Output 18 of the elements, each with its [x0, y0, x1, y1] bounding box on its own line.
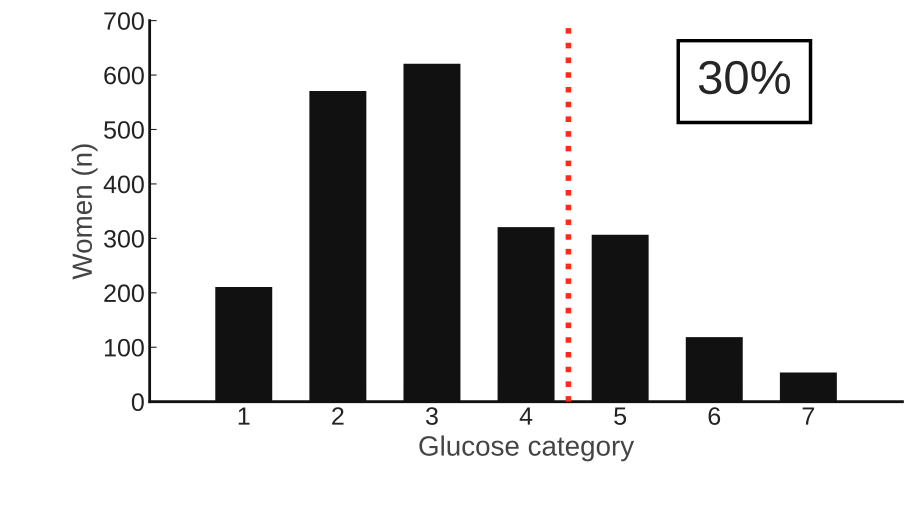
y-tick-label: 300 — [104, 230, 144, 248]
y-tick-label: 200 — [104, 284, 144, 302]
y-tick-label: 100 — [104, 338, 144, 357]
y-tick-label: 400 — [104, 176, 144, 194]
x-tick-label: 1 — [238, 407, 250, 425]
x-tick-label: 7 — [802, 407, 814, 425]
x-tick-label: 5 — [614, 407, 626, 425]
x-tick-label: 2 — [332, 407, 344, 425]
y-tick-label: 700 — [104, 12, 144, 30]
x-tick-label: 6 — [708, 407, 720, 425]
annotation: 30% — [698, 60, 790, 94]
x-tick-label: 4 — [520, 407, 532, 425]
x-tick-label: 3 — [426, 407, 438, 425]
y-tick-label: 500 — [104, 121, 144, 139]
x-axis-title: Glucose category — [419, 435, 634, 462]
y-tick-label: 0 — [132, 393, 144, 412]
y-axis-title: Women (n) — [72, 144, 98, 280]
y-tick-label: 600 — [104, 66, 144, 84]
